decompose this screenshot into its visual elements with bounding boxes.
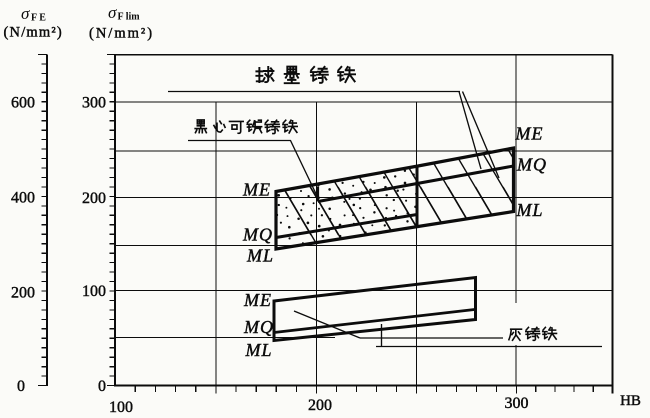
svg-text:MQ: MQ: [243, 317, 274, 337]
svg-text:HB: HB: [620, 393, 641, 409]
svg-text:F lim: F lim: [118, 12, 141, 23]
svg-text:200: 200: [11, 285, 35, 302]
svg-text:600: 600: [11, 95, 35, 112]
svg-text:ML: ML: [244, 340, 272, 360]
svg-text:0: 0: [98, 378, 106, 395]
svg-text:200: 200: [82, 190, 106, 207]
svg-text:ML: ML: [246, 246, 274, 266]
svg-text:200: 200: [308, 397, 332, 414]
svg-text:ME: ME: [242, 180, 271, 200]
svg-text:ME: ME: [515, 124, 544, 144]
svg-text:ME: ME: [243, 290, 272, 310]
svg-text:σ: σ: [21, 4, 30, 23]
svg-text:400: 400: [11, 190, 35, 207]
svg-text:100: 100: [82, 283, 106, 300]
svg-text:ML: ML: [515, 200, 543, 220]
svg-text:MQ: MQ: [242, 225, 273, 245]
svg-text:σ: σ: [108, 3, 117, 22]
svg-text:300: 300: [82, 95, 106, 112]
svg-text:(N/mm²): (N/mm²): [89, 26, 154, 42]
svg-text:0: 0: [17, 378, 25, 395]
svg-text:F E: F E: [31, 13, 46, 24]
svg-text:(N/mm²): (N/mm²): [4, 25, 63, 41]
svg-text:MQ: MQ: [516, 155, 547, 175]
svg-text:300: 300: [505, 395, 529, 412]
svg-text:100: 100: [109, 399, 133, 416]
